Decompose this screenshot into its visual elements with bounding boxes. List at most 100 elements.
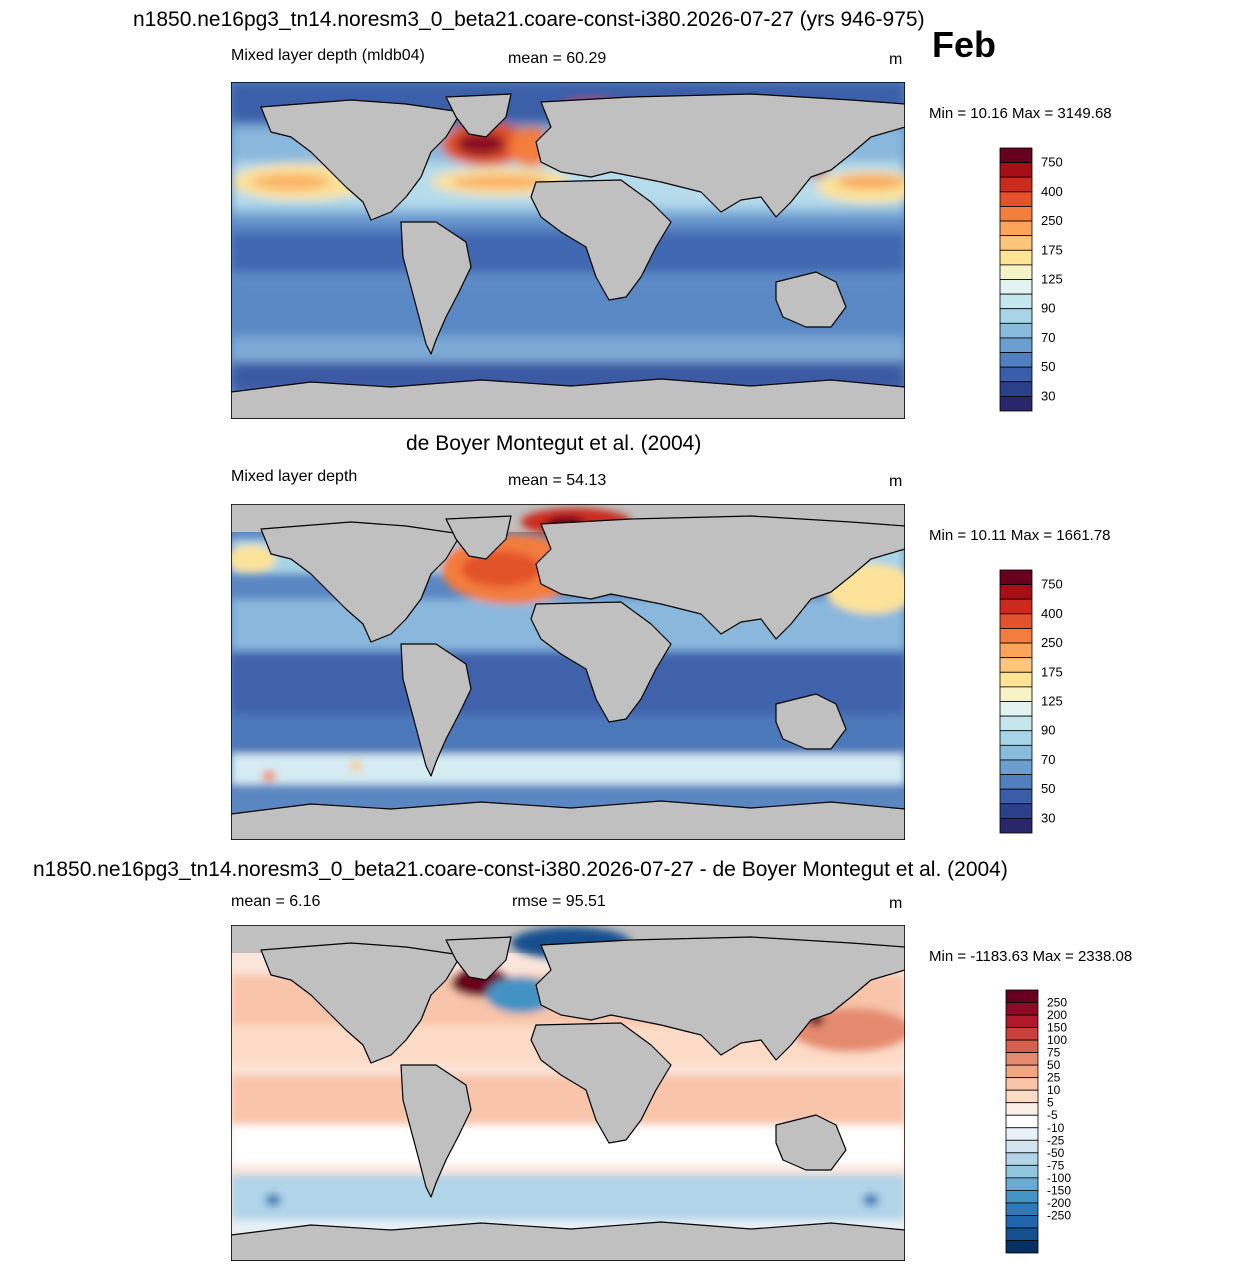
colorbar-tick-label: -250 [1047,1208,1071,1222]
panel2-title: de Boyer Montegut et al. (2004) [406,432,702,455]
colorbar-tick-label: -5 [1047,1108,1058,1122]
colorbar-tick-label: -10 [1047,1121,1065,1135]
colorbar-swatch [1005,1189,1039,1204]
panel1-left-label: Mixed layer depth (mldb04) [231,47,425,64]
colorbar-swatch [1005,1077,1039,1091]
figure-title: n1850.ne16pg3_tn14.noresm3_0_beta21.coar… [133,8,925,31]
colorbar-tick-label: -100 [1047,1171,1071,1185]
panel1-minmax-label: Min = 10.16 Max = 3149.68 [929,105,1112,122]
colorbar-swatch [1005,1014,1039,1028]
panel3-rmse-label: rmse = 95.51 [512,893,606,910]
panel3-minmax-label: Min = -1183.63 Max = 2338.08 [929,948,1133,965]
colorbar-tick-label: 125 [1041,272,1063,287]
colorbar-tick-label: 90 [1041,301,1055,316]
colorbar-tick-label: 100 [1047,1033,1067,1047]
colorbar-tick-label: 50 [1041,359,1055,374]
colorbar-tick-label: 400 [1041,184,1063,199]
colorbar-swatch [999,715,1033,732]
colorbar-tick-label: 750 [1041,577,1063,592]
colorbar-tick-label: -25 [1047,1133,1065,1147]
panel1-mean-label: mean = 60.29 [508,50,607,67]
colorbar-swatch [999,249,1033,266]
colorbar-swatch [1005,1114,1039,1129]
colorbar-swatch [999,235,1033,251]
colorbar-swatch [999,803,1033,819]
colorbar-tick-label: 400 [1041,606,1063,621]
colorbar-tick-label: 70 [1041,752,1055,767]
colorbar-swatch [1005,1227,1039,1241]
colorbar-swatch [999,671,1033,688]
colorbar-swatch [999,147,1033,164]
colorbar-swatch [999,162,1033,178]
colorbar-tick-label: 5 [1047,1096,1054,1110]
colorbar-tick-label: -75 [1047,1158,1065,1172]
colorbar-swatch [999,279,1033,295]
panel1-units-label: m [889,51,903,68]
colorbar-swatch [999,598,1033,615]
colorbar-swatch [999,701,1033,717]
colorbar-swatch [1005,1127,1039,1141]
colorbar-tick-label: 30 [1041,388,1055,403]
colorbar-swatch [999,293,1033,310]
colorbar-tick-label: 125 [1041,694,1063,709]
colorbar-swatch [999,366,1033,383]
colorbar-tick-label: 200 [1047,1008,1067,1022]
colorbar-tick-label: 150 [1047,1021,1067,1035]
panel3-colorbar: 250200150100755025105-5-10-25-50-75-100-… [1005,989,1071,1254]
colorbar-swatch [999,206,1033,222]
colorbar-swatch [1005,1202,1039,1216]
colorbar-swatch [1005,1052,1039,1066]
panel2-units-label: m [889,473,903,490]
colorbar-swatch [999,584,1033,600]
panel2-minmax-label: Min = 10.11 Max = 1661.78 [929,527,1111,544]
colorbar-swatch [1005,1039,1039,1054]
colorbar-swatch [1005,1027,1039,1041]
colorbar-swatch [1005,989,1039,1003]
colorbar-tick-label: 30 [1041,810,1055,825]
colorbar-swatch [1005,1139,1039,1154]
colorbar-swatch [999,657,1033,673]
colorbar-tick-label: -150 [1047,1183,1071,1197]
panel2-mean-label: mean = 54.13 [508,472,607,489]
colorbar-swatch [1005,1215,1039,1229]
colorbar-swatch [1005,1002,1039,1016]
panel1-colorbar: 7504002501751259070503010 [999,147,1063,412]
colorbar-swatch [1005,1164,1039,1179]
colorbar-swatch [999,788,1033,805]
colorbar-tick-label: -50 [1047,1146,1065,1160]
colorbar-swatch [999,381,1033,397]
colorbar-swatch [999,642,1033,659]
colorbar-swatch [999,744,1033,761]
panel2-left-label: Mixed layer depth [231,468,358,485]
colorbar-swatch [999,628,1033,644]
colorbar-swatch [999,191,1033,207]
colorbar-swatch [999,322,1033,339]
colorbar-swatch [1005,1089,1039,1104]
month-label: Feb [932,24,997,65]
colorbar-tick-label: 50 [1047,1058,1061,1072]
colorbar-swatch [1005,1240,1039,1254]
panel2-map [231,504,905,840]
panel2-colorbar: 7504002501751259070503010 [999,569,1063,834]
colorbar-tick-label: 250 [1047,996,1067,1010]
colorbar-swatch [1005,1177,1039,1191]
colorbar-tick-label: 250 [1041,635,1063,650]
panel3-title: n1850.ne16pg3_tn14.noresm3_0_beta21.coar… [33,858,1008,881]
colorbar-tick-label: 750 [1041,155,1063,170]
colorbar-swatch [999,774,1033,790]
colorbar-tick-label: 250 [1041,213,1063,228]
colorbar-swatch [999,395,1033,412]
colorbar-tick-label: 10 [1047,1083,1061,1097]
colorbar-swatch [999,613,1033,629]
colorbar-tick-label: 90 [1041,723,1055,738]
colorbar-swatch [999,352,1033,368]
colorbar-swatch [999,337,1033,353]
colorbar-tick-label: 50 [1041,781,1055,796]
colorbar-swatch [999,264,1033,280]
colorbar-swatch [999,817,1033,834]
panel3-units-label: m [889,895,903,912]
colorbar-swatch [999,176,1033,193]
panel3-map [231,925,905,1261]
colorbar-tick-label: 75 [1047,1046,1061,1060]
colorbar-tick-label: 70 [1041,330,1055,345]
